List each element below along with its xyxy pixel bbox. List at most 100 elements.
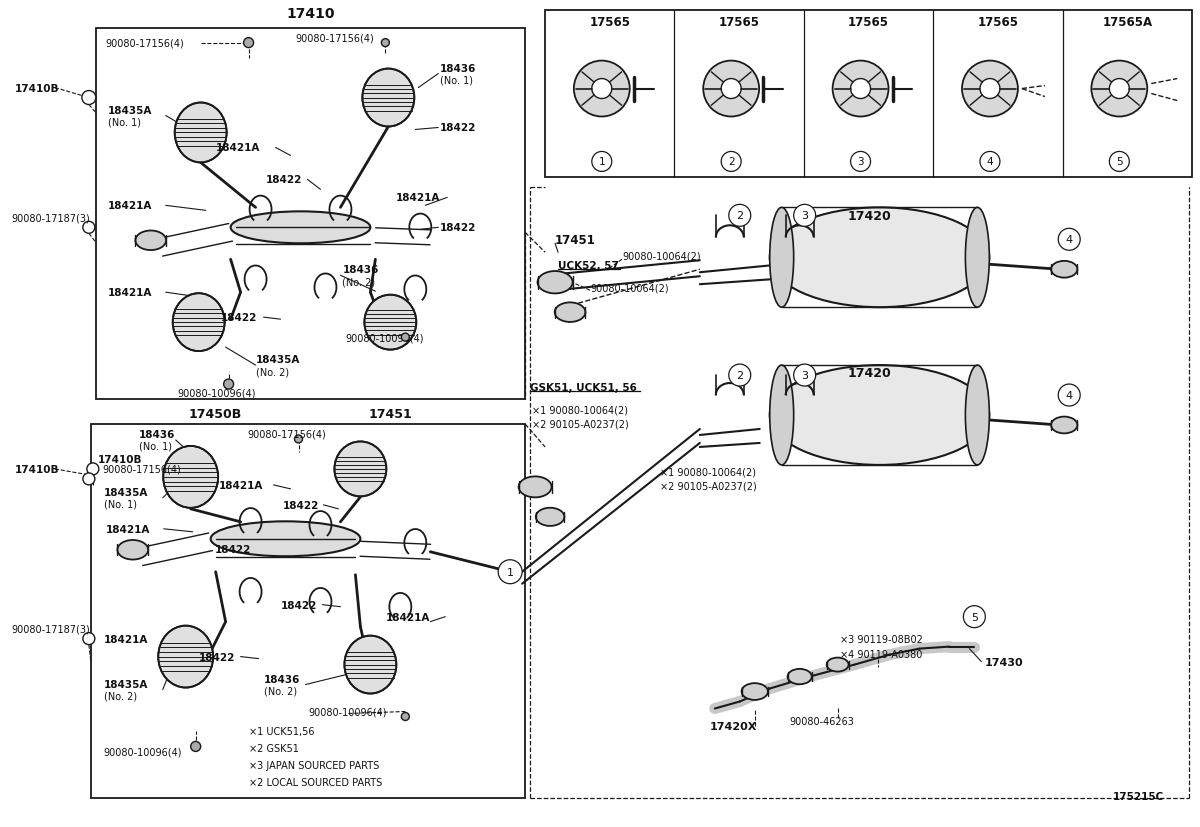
Text: 18421A: 18421A — [106, 524, 150, 534]
Text: 175215C: 175215C — [1112, 791, 1164, 801]
Circle shape — [82, 92, 96, 105]
Circle shape — [1109, 79, 1129, 99]
Text: 17451: 17451 — [556, 233, 596, 246]
Text: 18435A: 18435A — [104, 679, 149, 689]
Circle shape — [294, 436, 302, 443]
Circle shape — [793, 365, 816, 386]
Circle shape — [851, 152, 870, 172]
Text: ×4 90119-A0380: ×4 90119-A0380 — [840, 649, 922, 659]
Text: (No. 1): (No. 1) — [108, 117, 140, 127]
Circle shape — [223, 380, 234, 390]
Text: 3: 3 — [802, 370, 808, 380]
Circle shape — [86, 463, 98, 476]
Text: 18422: 18422 — [281, 600, 317, 610]
Ellipse shape — [827, 657, 848, 672]
Text: 90080-10096(4): 90080-10096(4) — [178, 388, 257, 398]
Circle shape — [833, 61, 888, 117]
Text: 90080-10064(2): 90080-10064(2) — [622, 251, 701, 261]
Ellipse shape — [365, 295, 416, 350]
Text: 18422: 18422 — [215, 544, 251, 554]
Text: 17565: 17565 — [589, 17, 630, 29]
Circle shape — [382, 40, 389, 48]
Text: 90080-17156(4): 90080-17156(4) — [103, 464, 181, 475]
Bar — [91, 424, 526, 798]
Circle shape — [83, 473, 95, 485]
Text: 1: 1 — [599, 157, 605, 167]
Circle shape — [592, 152, 612, 172]
Ellipse shape — [118, 540, 148, 560]
Text: 17451: 17451 — [368, 408, 413, 421]
Ellipse shape — [769, 366, 989, 466]
Text: 17410B: 17410B — [14, 84, 60, 93]
Ellipse shape — [742, 683, 768, 700]
Circle shape — [498, 560, 522, 584]
Bar — [545, 11, 1192, 178]
Text: 2: 2 — [737, 211, 743, 221]
Text: ×3 90119-08B02: ×3 90119-08B02 — [840, 633, 923, 644]
Ellipse shape — [769, 208, 793, 308]
Text: 4: 4 — [1066, 235, 1073, 245]
Circle shape — [980, 152, 1000, 172]
Circle shape — [964, 606, 985, 628]
Ellipse shape — [362, 69, 414, 127]
Ellipse shape — [173, 294, 224, 351]
Text: 90080-10096(4): 90080-10096(4) — [346, 332, 424, 342]
Text: 17565: 17565 — [978, 17, 1019, 29]
Circle shape — [721, 152, 742, 172]
Ellipse shape — [1051, 261, 1078, 279]
Text: 18421A: 18421A — [385, 612, 430, 622]
Ellipse shape — [344, 636, 396, 694]
Text: 18421A: 18421A — [108, 201, 152, 211]
Text: 18436: 18436 — [264, 674, 300, 684]
Text: 18436: 18436 — [440, 64, 476, 74]
Text: 90080-46263: 90080-46263 — [790, 717, 854, 727]
Ellipse shape — [175, 103, 227, 163]
Circle shape — [728, 365, 751, 386]
Text: 17420: 17420 — [847, 209, 892, 222]
Text: 4: 4 — [1066, 390, 1073, 400]
Circle shape — [401, 334, 409, 342]
Text: 18421A: 18421A — [108, 288, 152, 298]
Circle shape — [1091, 61, 1147, 117]
Text: GSK51, UCK51, 56: GSK51, UCK51, 56 — [530, 383, 637, 393]
Text: 90080-17156(4): 90080-17156(4) — [295, 34, 374, 44]
Circle shape — [980, 79, 1000, 99]
Ellipse shape — [554, 303, 586, 323]
Text: 18436: 18436 — [139, 429, 175, 439]
Text: 17420: 17420 — [847, 366, 892, 379]
Text: 5: 5 — [1116, 157, 1123, 167]
Text: 18422: 18422 — [282, 500, 319, 510]
Text: (No. 2): (No. 2) — [256, 366, 289, 376]
Ellipse shape — [536, 508, 564, 526]
Text: 18421A: 18421A — [216, 143, 260, 153]
Circle shape — [851, 79, 870, 99]
Text: 90080-17187(3): 90080-17187(3) — [11, 624, 90, 633]
Text: 18422: 18422 — [265, 175, 302, 185]
Text: 90080-10064(2): 90080-10064(2) — [590, 283, 668, 293]
Text: 18422: 18422 — [221, 313, 257, 323]
Circle shape — [1058, 229, 1080, 251]
Ellipse shape — [335, 442, 386, 497]
Text: 5: 5 — [971, 612, 978, 622]
Text: 17565: 17565 — [848, 17, 889, 29]
Text: (No. 1): (No. 1) — [104, 500, 137, 509]
Circle shape — [574, 61, 630, 117]
Circle shape — [721, 79, 742, 99]
Text: 18435A: 18435A — [104, 487, 149, 497]
Text: ×1 90080-10064(2): ×1 90080-10064(2) — [532, 404, 628, 414]
Ellipse shape — [230, 212, 371, 244]
Text: 17420X: 17420X — [710, 722, 757, 732]
Text: ×1 UCK51,56: ×1 UCK51,56 — [248, 727, 314, 737]
Text: 18421A: 18421A — [395, 194, 439, 203]
Text: 17450B: 17450B — [190, 408, 242, 421]
Ellipse shape — [965, 366, 989, 466]
Text: (No. 1): (No. 1) — [440, 75, 473, 85]
Ellipse shape — [769, 208, 989, 308]
Ellipse shape — [787, 669, 811, 685]
Text: 17565: 17565 — [719, 17, 760, 29]
Ellipse shape — [518, 477, 552, 498]
Ellipse shape — [136, 232, 166, 251]
Text: ×2 90105-A0237(2): ×2 90105-A0237(2) — [660, 481, 757, 491]
Text: 90080-10096(4): 90080-10096(4) — [308, 706, 386, 717]
Text: 17410B: 17410B — [98, 454, 143, 465]
